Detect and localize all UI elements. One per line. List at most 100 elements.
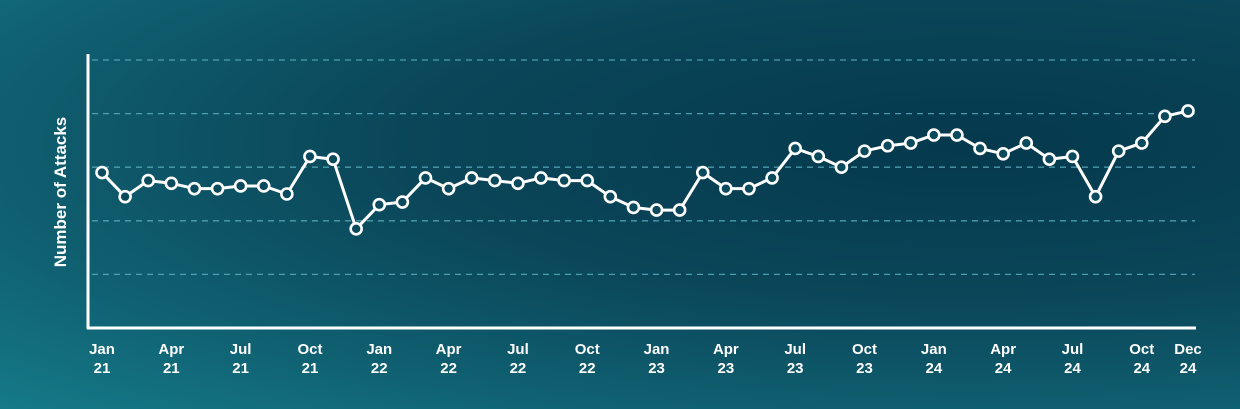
data-point [719, 181, 733, 196]
data-point [649, 203, 664, 217]
data-point [834, 160, 849, 174]
data-point [464, 171, 479, 185]
x-tick-year: 21 [302, 360, 319, 377]
x-tick-label: Apr 23 [713, 341, 739, 377]
x-tick-label: Oct 21 [297, 341, 322, 377]
data-point [349, 222, 363, 236]
data-point [95, 165, 109, 180]
x-tick-year: 24 [1133, 360, 1150, 377]
data-point [372, 197, 387, 212]
data-point [1088, 189, 1103, 204]
data-point [418, 171, 433, 185]
x-tick-month: Oct [1129, 341, 1154, 358]
x-tick-label: Jan 21 [89, 341, 115, 377]
x-tick-month: Apr [990, 341, 1016, 358]
data-point [903, 136, 918, 150]
data-point [927, 128, 941, 142]
data-point [303, 149, 317, 164]
x-tick-label: Apr 22 [436, 341, 462, 377]
data-point [395, 195, 410, 209]
x-tick-label: Oct 22 [575, 341, 600, 377]
data-point [1019, 136, 1034, 150]
data-point [1111, 144, 1126, 158]
x-tick-month: Jan [921, 341, 947, 358]
data-point [534, 171, 548, 185]
data-point [695, 165, 710, 180]
x-tick-year: 23 [856, 360, 873, 377]
series-group [95, 104, 1195, 236]
data-point [1181, 104, 1195, 118]
data-point [488, 173, 502, 188]
x-tick-year: 22 [371, 360, 388, 377]
data-point [280, 187, 294, 201]
x-tick-month: Jan [366, 341, 392, 358]
x-tick-year: 24 [995, 360, 1012, 377]
x-tick-month: Jul [1062, 341, 1084, 358]
data-point [511, 176, 525, 191]
x-tick-year: 22 [510, 360, 527, 377]
data-point [880, 138, 895, 153]
data-point [603, 189, 618, 204]
x-tick-year: 21 [94, 360, 111, 377]
x-tick-month: Jul [507, 341, 529, 358]
x-tick-month: Apr [436, 341, 462, 358]
x-tick-label: Dec 24 [1174, 341, 1202, 377]
data-point [1134, 136, 1149, 150]
data-point [441, 181, 456, 196]
x-tick-month: Oct [852, 341, 877, 358]
data-point [580, 173, 595, 188]
x-tick-year: 23 [718, 360, 735, 377]
data-point [1065, 149, 1080, 164]
data-point [626, 200, 641, 215]
x-tick-label: Apr 24 [990, 341, 1016, 377]
x-tick-year: 23 [787, 360, 804, 377]
axes [86, 54, 1196, 330]
x-tick-year: 22 [440, 360, 457, 377]
data-point [118, 189, 132, 204]
grid-lines [92, 59, 1195, 276]
x-tick-month: Jul [230, 341, 252, 358]
x-tick-month: Oct [297, 341, 322, 358]
x-tick-month: Apr [713, 341, 739, 358]
data-point [141, 173, 156, 188]
data-point [950, 128, 964, 142]
data-point [996, 147, 1010, 161]
x-tick-month: Oct [575, 341, 600, 358]
x-tick-labels: Jan 21 Apr 21 Jul 21 Oct 21 Jan 22 Apr 22 Jul 22 Oct 22… [89, 341, 1202, 377]
data-point [742, 181, 756, 196]
x-tick-year: 22 [579, 360, 596, 377]
data-point [557, 173, 571, 188]
x-tick-label: Jul 23 [784, 341, 806, 377]
x-tick-label: Oct 23 [852, 341, 877, 377]
x-tick-year: 23 [648, 360, 665, 377]
x-tick-label: Jan 24 [921, 341, 947, 377]
data-point [973, 141, 987, 156]
x-tick-label: Jul 24 [1062, 341, 1084, 377]
data-point [256, 179, 271, 193]
x-tick-label: Jan 23 [644, 341, 670, 377]
data-point [788, 141, 802, 156]
x-tick-year: 24 [925, 360, 942, 377]
x-tick-label: Jul 21 [230, 341, 252, 377]
y-axis-label: Number of Attacks [51, 117, 70, 268]
x-tick-year: 24 [1180, 360, 1197, 377]
data-point [1042, 152, 1057, 166]
data-point [164, 176, 179, 191]
x-tick-label: Jul 22 [507, 341, 529, 377]
x-tick-year: 21 [232, 360, 249, 377]
data-point [765, 171, 779, 185]
x-tick-month: Jul [784, 341, 806, 358]
data-point [326, 152, 340, 166]
data-point [210, 181, 225, 196]
series-line [100, 109, 1189, 231]
x-tick-label: Jan 22 [366, 341, 392, 377]
x-tick-year: 24 [1064, 360, 1081, 377]
data-point [811, 149, 826, 164]
x-tick-month: Dec [1174, 341, 1202, 358]
x-tick-month: Jan [644, 341, 670, 358]
data-point [233, 179, 248, 193]
data-point [672, 203, 687, 217]
x-tick-year: 21 [163, 360, 180, 377]
